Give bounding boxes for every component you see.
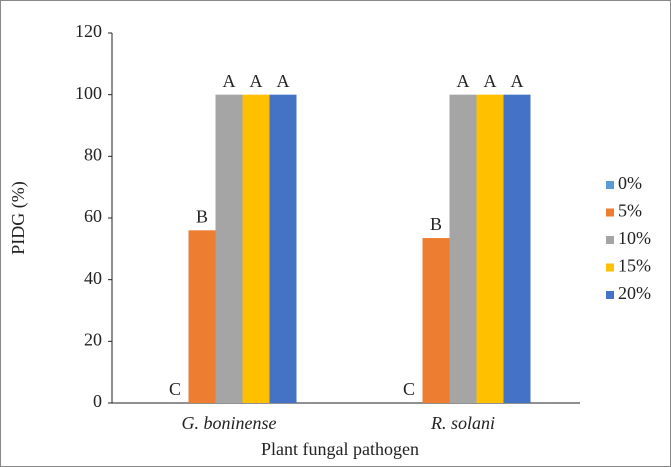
bar — [188, 230, 216, 403]
bar-letter: A — [277, 71, 290, 91]
bar — [422, 238, 450, 403]
bar — [503, 94, 531, 404]
bar-letter: A — [457, 71, 470, 91]
y-axis-title: PIDG (%) — [8, 181, 29, 255]
bar — [242, 94, 270, 404]
bar — [215, 94, 243, 404]
y-tick-label: 20 — [84, 329, 102, 349]
y-tick-label: 40 — [84, 268, 102, 288]
bar — [269, 94, 297, 404]
bar — [449, 94, 477, 404]
bar-letter: A — [511, 71, 524, 91]
x-tick-label: R. solani — [430, 413, 495, 433]
y-tick-label: 80 — [84, 144, 102, 164]
y-tick-label: 100 — [75, 83, 102, 103]
legend-label: 15% — [618, 256, 651, 276]
legend-swatch — [606, 291, 614, 299]
bar-letter: B — [430, 214, 442, 234]
x-tick-label: G. boninense — [182, 413, 277, 433]
bar-letter: C — [169, 379, 181, 399]
legend-swatch — [606, 236, 614, 244]
bar-letter: A — [484, 71, 497, 91]
bar-letter: A — [250, 71, 263, 91]
legend-swatch — [606, 208, 614, 217]
x-axis-title: Plant fungal pathogen — [261, 439, 419, 459]
legend-swatch — [606, 181, 614, 189]
y-tick-label: 120 — [75, 21, 102, 41]
bar-letter: A — [223, 71, 236, 91]
y-tick-label: 0 — [93, 391, 102, 411]
y-tick-label: 60 — [84, 206, 102, 226]
legend-label: 5% — [618, 201, 642, 221]
bar — [476, 94, 504, 404]
bar-letter: C — [403, 379, 415, 399]
legend-label: 0% — [618, 173, 642, 193]
legend-label: 10% — [618, 228, 651, 248]
bar-letter: B — [196, 206, 208, 226]
legend-swatch — [606, 263, 614, 272]
legend-label: 20% — [618, 283, 651, 303]
